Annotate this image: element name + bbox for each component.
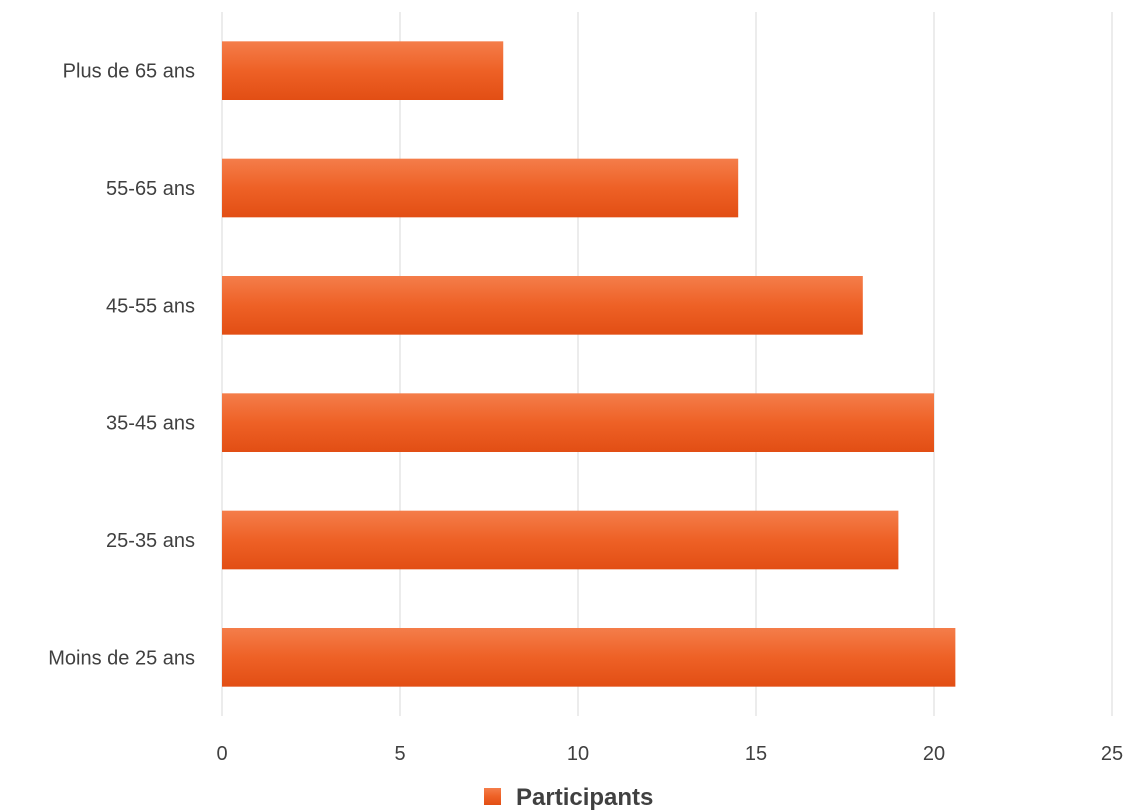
x-tick-label: 10 xyxy=(567,743,589,765)
x-tick-label: 20 xyxy=(923,743,945,765)
category-label: 45-55 ans xyxy=(106,295,195,317)
bar xyxy=(222,41,504,100)
bars xyxy=(222,41,956,687)
bar xyxy=(222,628,956,687)
legend-swatch xyxy=(484,788,501,805)
category-labels: Plus de 65 ans 55-65 ans 45-55 ans 35-45 an… xyxy=(48,61,195,670)
x-tick-label: 25 xyxy=(1101,743,1123,765)
x-tick-label: 0 xyxy=(216,743,227,765)
x-tick-label: 5 xyxy=(394,743,405,765)
legend-label: Participants xyxy=(516,784,653,811)
category-label: 35-45 ans xyxy=(106,413,195,435)
category-label: Plus de 65 ans xyxy=(63,61,195,83)
bar xyxy=(222,158,739,218)
gridlines xyxy=(221,12,1113,716)
category-label: 25-35 ans xyxy=(106,530,195,552)
category-label: 55-65 ans xyxy=(106,178,195,200)
x-tick-labels: 0 5 10 15 20 25 xyxy=(216,743,1123,765)
bar xyxy=(222,393,934,452)
category-label: Moins de 25 ans xyxy=(48,647,195,669)
bar xyxy=(222,510,899,570)
bar xyxy=(222,276,863,335)
x-tick-label: 15 xyxy=(745,743,767,765)
legend: Participants xyxy=(484,784,653,811)
